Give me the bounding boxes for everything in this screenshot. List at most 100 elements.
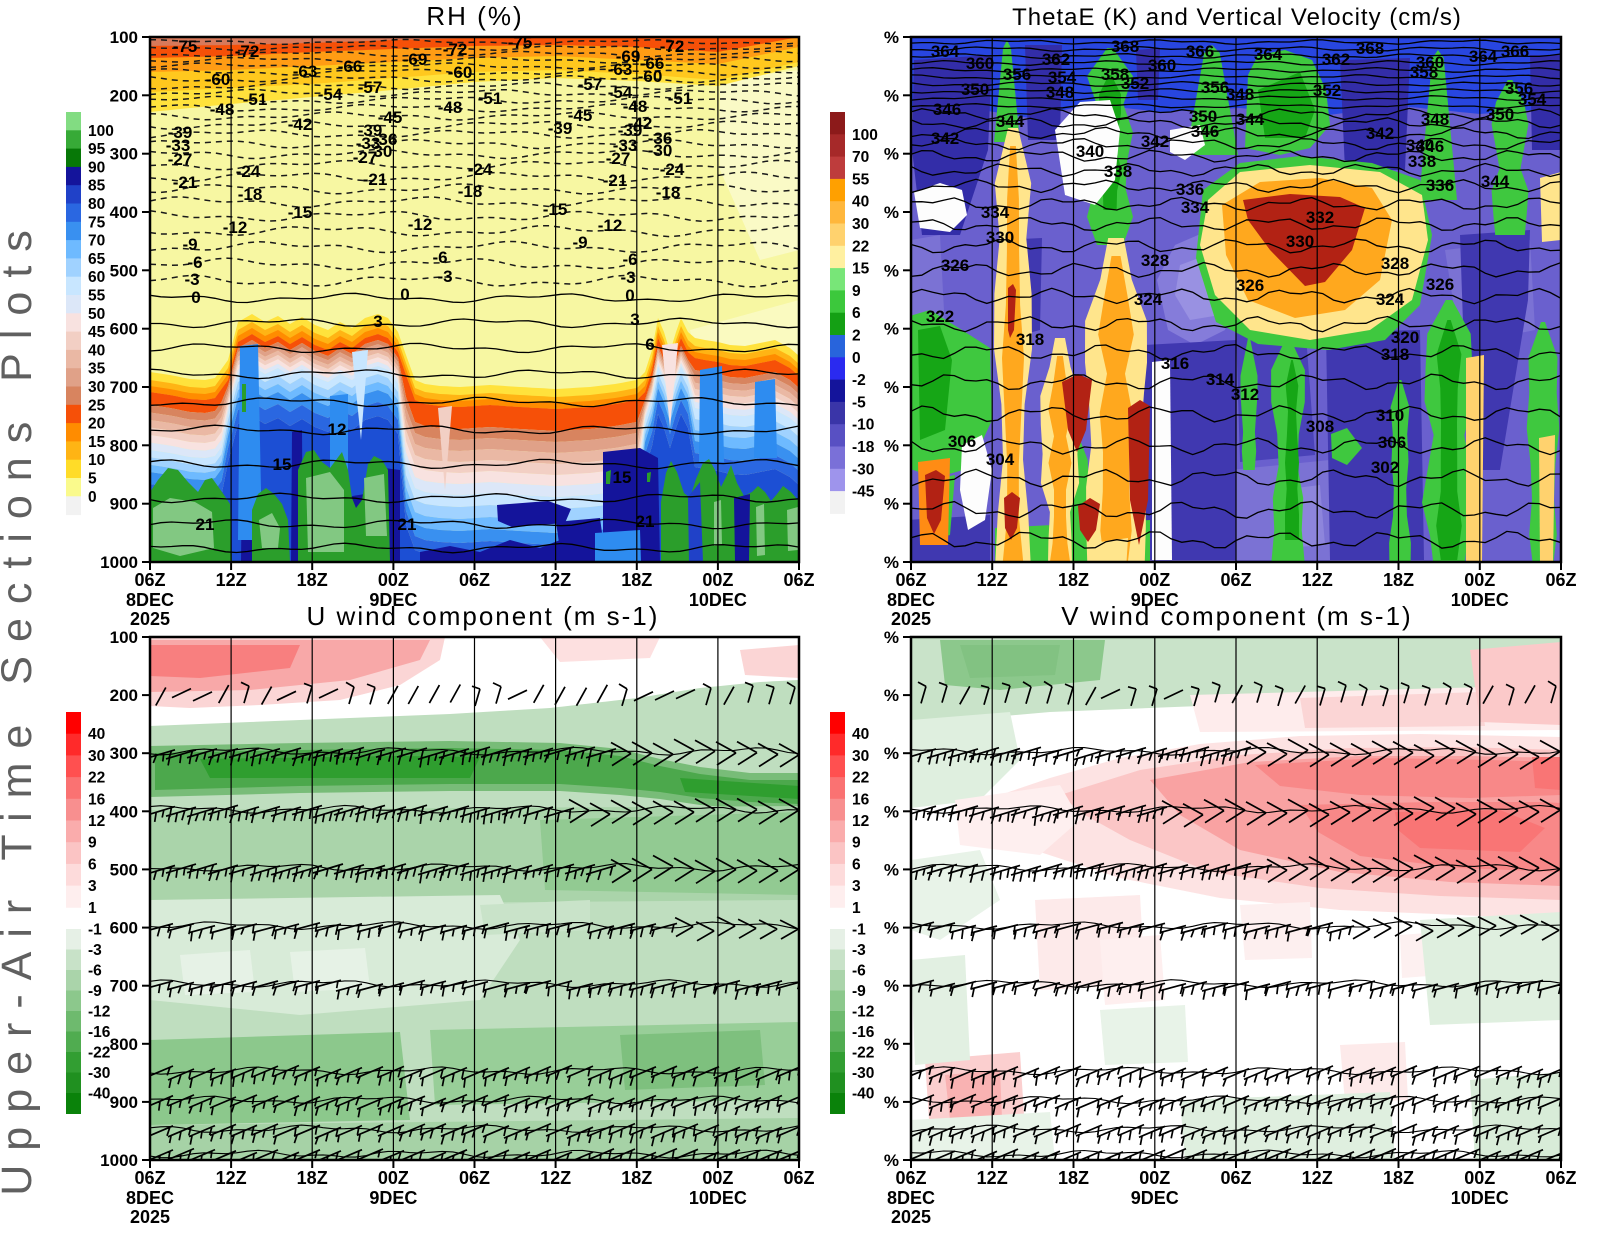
svg-text:%: %	[884, 86, 899, 105]
svg-text:%: %	[884, 436, 899, 455]
svg-text:21: 21	[636, 512, 655, 531]
svg-text:-6: -6	[88, 963, 102, 980]
svg-text:-6: -6	[852, 963, 866, 980]
svg-text:95: 95	[88, 141, 106, 158]
svg-text:400: 400	[110, 203, 138, 222]
svg-text:100: 100	[852, 127, 878, 144]
svg-text:-72: -72	[235, 42, 260, 61]
svg-text:22: 22	[852, 770, 869, 787]
svg-text:-24: -24	[468, 160, 493, 179]
svg-text:-24: -24	[236, 162, 261, 181]
svg-text:%: %	[884, 495, 899, 514]
svg-text:5: 5	[88, 471, 97, 488]
svg-text:3: 3	[630, 310, 639, 329]
svg-text:85: 85	[88, 178, 106, 195]
svg-text:-3: -3	[88, 942, 102, 959]
svg-text:342: 342	[931, 129, 959, 148]
svg-text:306: 306	[948, 432, 976, 451]
svg-text:30: 30	[88, 748, 105, 765]
svg-text:-2: -2	[852, 372, 866, 389]
svg-text:-1: -1	[852, 922, 866, 939]
svg-text:364: 364	[1469, 47, 1498, 66]
svg-text:06Z: 06Z	[1545, 570, 1576, 590]
svg-text:12: 12	[328, 420, 347, 439]
svg-text:RH (%): RH (%)	[426, 1, 523, 31]
svg-text:-9: -9	[572, 233, 587, 252]
svg-text:6: 6	[852, 305, 861, 322]
svg-text:336: 336	[1426, 176, 1454, 195]
svg-text:340: 340	[1076, 142, 1104, 161]
svg-text:40: 40	[852, 194, 869, 211]
svg-text:%: %	[884, 203, 899, 222]
svg-text:06Z: 06Z	[459, 570, 490, 590]
svg-text:10DEC: 10DEC	[1451, 1188, 1509, 1208]
svg-text:366: 366	[1186, 42, 1214, 61]
svg-text:1000: 1000	[100, 1151, 138, 1170]
svg-text:-75: -75	[173, 37, 198, 56]
svg-text:-12: -12	[852, 1004, 874, 1021]
svg-text:-66: -66	[640, 54, 665, 73]
svg-text:-30: -30	[88, 1065, 110, 1082]
svg-text:-18: -18	[238, 185, 263, 204]
svg-text:-66: -66	[338, 57, 363, 76]
svg-text:324: 324	[1376, 290, 1405, 309]
svg-text:100: 100	[88, 123, 114, 140]
svg-text:336: 336	[1176, 180, 1204, 199]
svg-text:346: 346	[1191, 122, 1219, 141]
svg-text:06Z: 06Z	[783, 1168, 814, 1188]
svg-text:00Z: 00Z	[1464, 570, 1495, 590]
svg-text:12Z: 12Z	[1302, 1168, 1333, 1188]
svg-text:-27: -27	[168, 150, 193, 169]
svg-text:360: 360	[1148, 56, 1176, 75]
svg-text:%: %	[884, 1151, 899, 1170]
svg-text:U wind component (m s-1): U wind component (m s-1)	[307, 601, 660, 631]
svg-text:800: 800	[110, 436, 138, 455]
svg-text:%: %	[884, 919, 899, 938]
svg-text:318: 318	[1016, 330, 1044, 349]
svg-text:18Z: 18Z	[297, 570, 328, 590]
svg-text:352: 352	[1121, 74, 1149, 93]
svg-text:22: 22	[852, 238, 869, 255]
svg-text:-36: -36	[648, 129, 673, 148]
svg-text:10: 10	[88, 452, 105, 469]
svg-text:%: %	[884, 977, 899, 996]
svg-text:-15: -15	[288, 203, 313, 222]
svg-text:346: 346	[1416, 137, 1444, 156]
svg-text:340: 340	[1406, 136, 1434, 155]
svg-text:12Z: 12Z	[977, 570, 1008, 590]
svg-text:-30: -30	[852, 461, 874, 478]
svg-text:12Z: 12Z	[540, 570, 571, 590]
svg-text:354: 354	[1518, 90, 1547, 109]
svg-text:18Z: 18Z	[1058, 570, 1089, 590]
svg-text:-33: -33	[166, 136, 191, 155]
svg-text:-39: -39	[548, 119, 573, 138]
svg-text:-30: -30	[852, 1065, 874, 1082]
svg-text:0: 0	[88, 489, 97, 506]
svg-text:364: 364	[931, 42, 960, 61]
svg-text:70: 70	[852, 149, 869, 166]
svg-text:8DEC: 8DEC	[887, 1188, 935, 1208]
svg-text:00Z: 00Z	[378, 1168, 409, 1188]
svg-text:40: 40	[88, 342, 105, 359]
svg-text:-18: -18	[656, 183, 681, 202]
svg-text:328: 328	[1381, 254, 1409, 273]
svg-text:9DEC: 9DEC	[369, 1188, 417, 1208]
svg-text:334: 334	[981, 203, 1010, 222]
svg-text:%: %	[884, 1093, 899, 1112]
svg-text:800: 800	[110, 1035, 138, 1054]
svg-text:16: 16	[88, 791, 106, 808]
svg-text:10DEC: 10DEC	[689, 590, 747, 610]
svg-text:00Z: 00Z	[1139, 1168, 1170, 1188]
svg-text:-9: -9	[852, 983, 866, 1000]
svg-text:%: %	[884, 145, 899, 164]
svg-text:-40: -40	[852, 1086, 874, 1103]
svg-text:06Z: 06Z	[134, 1168, 165, 1188]
svg-text:344: 344	[1481, 172, 1510, 191]
svg-text:364: 364	[1254, 45, 1283, 64]
svg-text:15: 15	[613, 468, 632, 487]
svg-text:8DEC: 8DEC	[126, 1188, 174, 1208]
svg-text:00Z: 00Z	[702, 1168, 733, 1188]
svg-text:-48: -48	[623, 97, 648, 116]
svg-text:324: 324	[1134, 290, 1163, 309]
svg-text:358: 358	[1101, 65, 1129, 84]
